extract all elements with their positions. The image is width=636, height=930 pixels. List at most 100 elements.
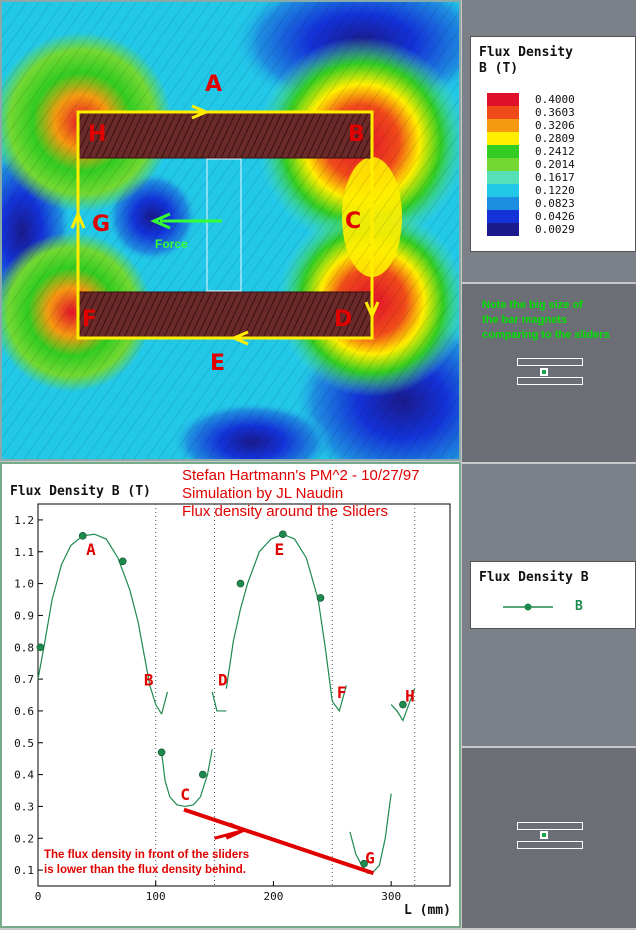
- point-label: E: [274, 540, 284, 559]
- annotation-arrow-head: [225, 822, 248, 840]
- legend-value: 0.3206: [535, 119, 575, 132]
- legend-row: 0.3206: [487, 119, 627, 132]
- legend-value: 0.0029: [535, 223, 575, 236]
- x-tick-label: 100: [146, 890, 166, 903]
- minimap-slider-top: [517, 822, 583, 830]
- field-label-a: A: [205, 72, 223, 97]
- y-tick-label: 0.5: [14, 737, 34, 750]
- series-line-b: [161, 749, 213, 808]
- legend-swatch: [487, 171, 519, 184]
- point-label: C: [180, 785, 190, 804]
- note-line-1: Note the big size of: [482, 299, 583, 311]
- slider-minimap-panel: [462, 748, 636, 928]
- note-panel: Note the big size of the bar magnets com…: [462, 284, 636, 462]
- series-line-b: [225, 533, 333, 702]
- flux-plot-panel: 0.1 0.2 0.3 0.4 0.5 0.6 0.7 0.8 0.9 1.0 1.1 1.2 0 100…: [0, 462, 461, 928]
- series-legend-title: Flux Density B: [479, 570, 589, 585]
- legend-value: 0.2809: [535, 132, 575, 145]
- chart-title-line-2: Simulation by JL Naudin: [182, 485, 344, 502]
- flux-legend: Flux Density B (T) 0.4000 0.3603 0.3206 0.2…: [470, 36, 636, 252]
- y-tick-label: 0.7: [14, 673, 34, 686]
- series-line-b: [390, 688, 416, 722]
- legend-row: 0.0426: [487, 210, 627, 223]
- field-label-e: E: [210, 351, 226, 376]
- series-line-b: [331, 685, 347, 713]
- data-point-b: [36, 643, 45, 652]
- series-legend-swatch: [503, 603, 553, 611]
- point-label: D: [218, 670, 228, 689]
- x-axis-label: L (mm): [404, 903, 451, 918]
- legend-value: 0.2412: [535, 145, 575, 158]
- slider-top-bar: [517, 358, 583, 366]
- flux-field-map: A B C D E F G H Force: [0, 0, 512, 492]
- note-line-3: comparing to the sliders: [482, 329, 610, 341]
- slider-bottom-bar: [517, 377, 583, 385]
- x-tick-label: 300: [381, 890, 401, 903]
- legend-value: 0.3603: [535, 106, 575, 119]
- field-label-f: F: [82, 307, 98, 332]
- y-tick-label: 1.2: [14, 514, 34, 527]
- legend-row: 0.2809: [487, 132, 627, 145]
- series-legend-panel: Flux Density B B: [462, 464, 636, 746]
- field-label-g: G: [92, 212, 111, 237]
- legend-row: 0.4000: [487, 93, 627, 106]
- y-tick-label: 1.1: [14, 546, 34, 559]
- legend-swatch: [487, 210, 519, 223]
- minimap-slider-bottom: [517, 841, 583, 849]
- series-legend: Flux Density B B: [470, 561, 636, 629]
- chart-title-line-3: Flux density around the Sliders: [182, 503, 388, 520]
- legend-swatch: [487, 132, 519, 145]
- y-tick-label: 0.3: [14, 800, 34, 813]
- series-legend-name: B: [575, 599, 583, 614]
- field-label-d: D: [334, 307, 353, 332]
- legend-row: 0.0823: [487, 197, 627, 210]
- slider-marker: [540, 368, 548, 376]
- legend-value: 0.1220: [535, 184, 575, 197]
- legend-value: 0.4000: [535, 93, 575, 106]
- legend-title: Flux Density: [479, 45, 573, 60]
- legend-swatch: [487, 119, 519, 132]
- y-axis-label: Flux Density B (T): [10, 484, 151, 499]
- data-point-b: [360, 859, 368, 868]
- plot-area: [37, 503, 451, 887]
- x-tick-label: 0: [35, 890, 42, 903]
- y-tick-label: 1.0: [14, 578, 34, 591]
- data-point-b: [399, 700, 407, 709]
- legend-value: 0.0823: [535, 197, 575, 210]
- minimap-slider-marker: [540, 831, 548, 839]
- annotation-line-1: The flux density in front of the sliders: [44, 849, 250, 861]
- y-tick-label: 0.2: [14, 832, 34, 845]
- data-point-b: [316, 594, 325, 602]
- legend-unit: B (T): [479, 61, 519, 76]
- y-tick-label: 0.1: [14, 864, 34, 877]
- legend-row: 0.2412: [487, 145, 627, 158]
- data-point-b: [78, 532, 87, 540]
- y-tick-label: 0.9: [14, 609, 34, 622]
- data-point-b: [199, 770, 207, 779]
- legend-row: 0.1617: [487, 171, 627, 184]
- legend-row: 0.3603: [487, 106, 627, 119]
- data-point-b: [279, 530, 287, 539]
- y-tick-label: 0.4: [14, 769, 34, 782]
- flux-field-graphic: [0, 0, 512, 492]
- field-label-h: H: [88, 122, 107, 147]
- legend-swatch: [487, 145, 519, 158]
- legend-value: 0.0426: [535, 210, 575, 223]
- point-label: G: [365, 849, 375, 868]
- annotation-arrow-line: [183, 807, 375, 876]
- legend-swatch: [487, 184, 519, 197]
- legend-row: 0.0029: [487, 223, 627, 236]
- data-point-b: [157, 748, 166, 757]
- legend-swatch: [487, 197, 519, 210]
- legend-swatch: [487, 93, 519, 106]
- data-point-b: [118, 557, 127, 566]
- legend-value: 0.2014: [535, 158, 575, 171]
- legend-swatch: [487, 158, 519, 171]
- flux-density-chart: 0.1 0.2 0.3 0.4 0.5 0.6 0.7 0.8 0.9 1.0 1.1 1.2 0 100…: [14, 503, 451, 903]
- annotation-line-2: is lower than the flux density behind.: [44, 864, 246, 876]
- y-tick-label: 0.8: [14, 641, 34, 654]
- series-line-b: [37, 533, 163, 715]
- y-tick-label: 0.6: [14, 705, 34, 718]
- legend-row: 0.2014: [487, 158, 627, 171]
- force-label: Force: [155, 237, 188, 251]
